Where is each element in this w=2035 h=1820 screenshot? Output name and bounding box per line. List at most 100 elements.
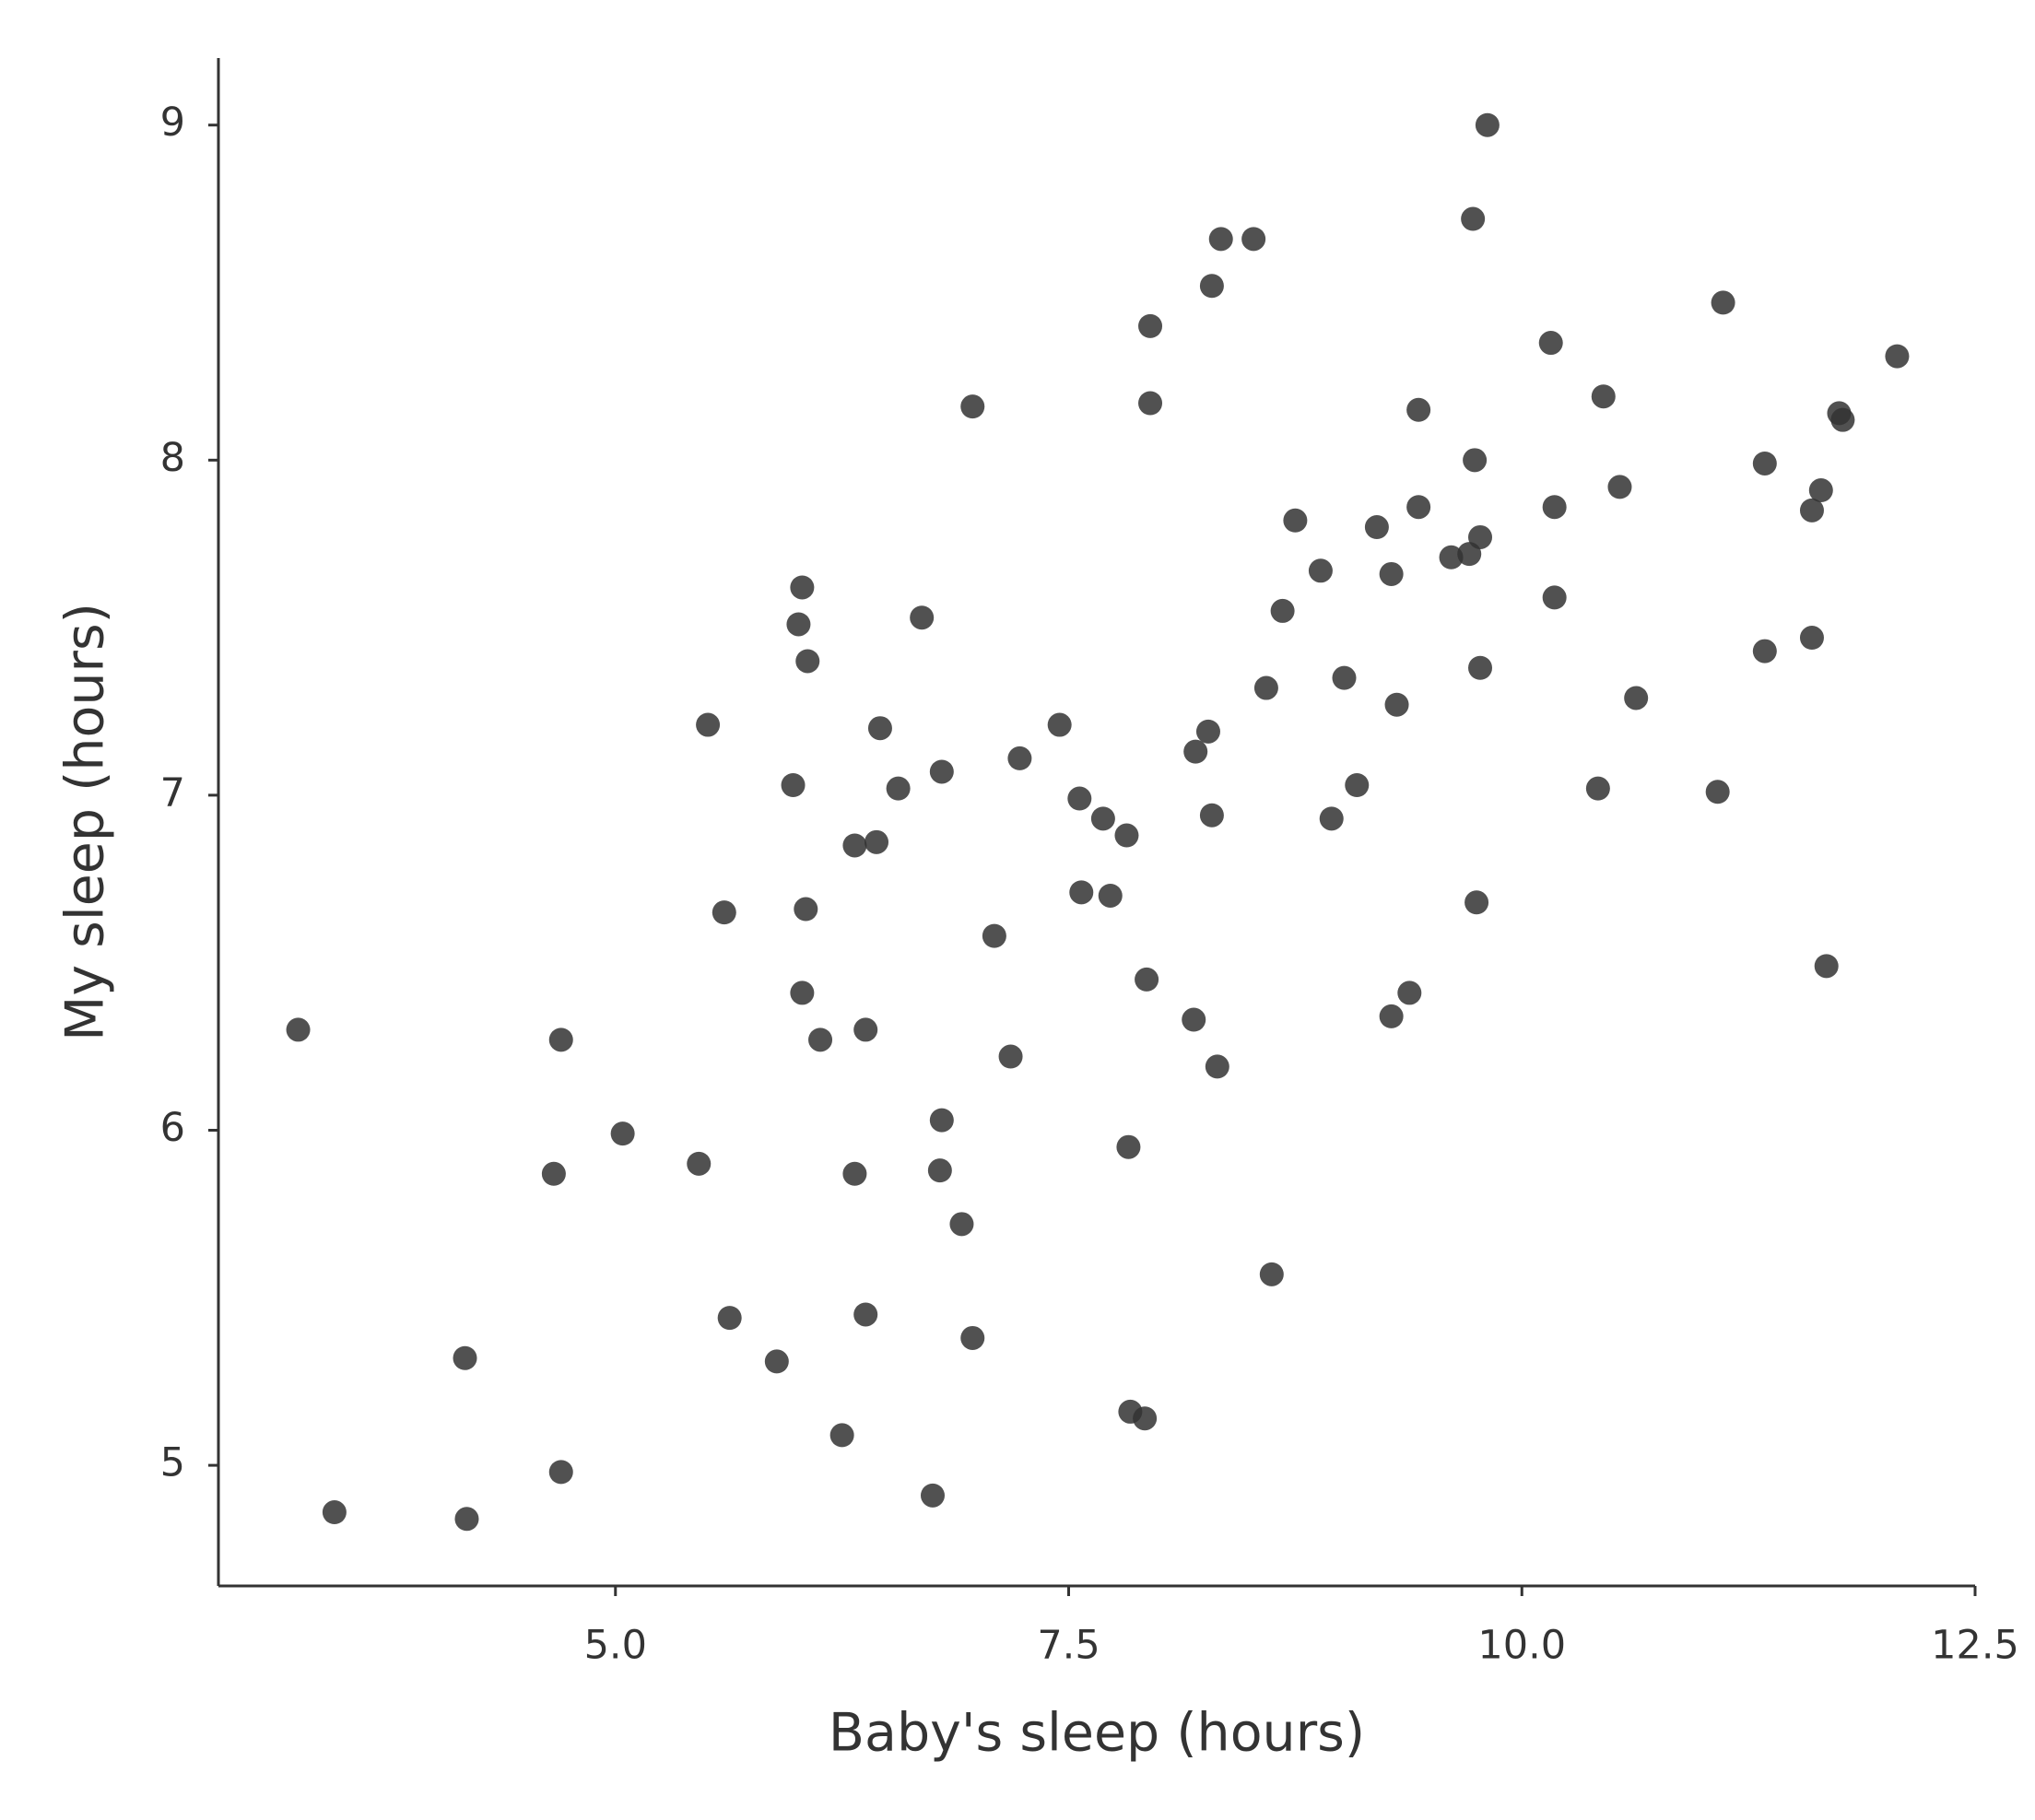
- x-tick-label: 7.5: [1037, 1623, 1100, 1669]
- point: [1007, 746, 1032, 770]
- point: [1253, 675, 1278, 700]
- point: [1182, 1007, 1206, 1032]
- point: [1799, 626, 1824, 651]
- y-tick-label: 5: [160, 1440, 185, 1486]
- point: [1069, 880, 1094, 905]
- point: [712, 900, 736, 925]
- point: [790, 980, 815, 1005]
- point: [1591, 384, 1616, 409]
- point: [960, 1325, 985, 1350]
- point: [1542, 585, 1567, 610]
- point: [1098, 883, 1123, 908]
- point: [1114, 823, 1139, 848]
- x-tick-label: 10.0: [1477, 1623, 1566, 1669]
- point: [927, 1158, 952, 1183]
- y-tick-label: 7: [160, 769, 185, 816]
- point: [853, 1017, 878, 1042]
- point: [998, 1044, 1023, 1069]
- point: [1475, 112, 1500, 137]
- point: [867, 716, 892, 741]
- point: [1067, 786, 1092, 811]
- y-tick-label: 9: [160, 100, 185, 146]
- point: [790, 575, 815, 600]
- point: [929, 759, 954, 784]
- point: [960, 394, 985, 419]
- point: [1379, 1004, 1404, 1028]
- point: [1406, 397, 1431, 422]
- point: [453, 1345, 477, 1370]
- point: [1463, 448, 1488, 473]
- point: [1364, 515, 1389, 540]
- point: [1406, 495, 1431, 520]
- point: [1205, 1054, 1229, 1079]
- point: [853, 1302, 878, 1327]
- point: [687, 1151, 712, 1176]
- point: [920, 1483, 945, 1508]
- point: [1047, 712, 1072, 737]
- point: [1799, 498, 1824, 523]
- point: [1705, 780, 1730, 804]
- point: [548, 1027, 573, 1052]
- point: [696, 712, 721, 737]
- point: [1308, 558, 1333, 583]
- point: [548, 1460, 573, 1485]
- point: [1808, 478, 1833, 503]
- point: [764, 1349, 789, 1374]
- point: [541, 1161, 566, 1186]
- y-tick-label: 8: [160, 435, 185, 481]
- point: [1885, 344, 1910, 369]
- point: [1332, 665, 1357, 690]
- point: [1384, 692, 1409, 717]
- point: [1183, 739, 1208, 764]
- point: [886, 776, 911, 801]
- point: [1814, 954, 1839, 979]
- point: [1468, 524, 1493, 549]
- point: [1379, 561, 1404, 586]
- y-tick-label: 6: [160, 1105, 185, 1151]
- point: [1397, 980, 1422, 1005]
- point: [1270, 598, 1295, 623]
- point: [1585, 776, 1610, 801]
- point: [1607, 475, 1632, 499]
- y-axis-label: My sleep (hours): [55, 603, 116, 1041]
- point: [865, 829, 889, 854]
- point: [1208, 227, 1233, 252]
- point: [1624, 686, 1649, 710]
- point: [1090, 806, 1115, 831]
- point: [1241, 227, 1266, 252]
- x-tick-label: 5.0: [584, 1623, 647, 1669]
- point: [786, 612, 811, 637]
- point: [842, 833, 867, 858]
- point: [322, 1500, 347, 1525]
- x-tick-label: 12.5: [1931, 1623, 2019, 1669]
- point: [1468, 655, 1493, 680]
- point: [454, 1507, 479, 1532]
- point: [1283, 508, 1308, 533]
- point: [1133, 1406, 1158, 1431]
- point: [781, 773, 806, 798]
- x-axis-label: Baby's sleep (hours): [829, 1703, 1365, 1764]
- point: [1542, 495, 1567, 520]
- point: [795, 649, 820, 674]
- point: [1345, 773, 1370, 798]
- point: [1461, 206, 1486, 231]
- point: [808, 1027, 833, 1052]
- point: [982, 923, 1006, 948]
- point: [610, 1121, 635, 1146]
- point: [1319, 806, 1344, 831]
- point: [1195, 719, 1220, 744]
- point: [1199, 274, 1224, 299]
- point: [949, 1212, 974, 1237]
- point: [1464, 890, 1489, 915]
- point: [1752, 639, 1777, 663]
- point: [1538, 331, 1563, 356]
- point: [1711, 290, 1735, 315]
- point: [1135, 967, 1159, 992]
- point: [1830, 407, 1855, 432]
- point: [286, 1017, 311, 1042]
- point: [1138, 313, 1163, 338]
- point: [717, 1306, 742, 1331]
- point: [1199, 803, 1224, 828]
